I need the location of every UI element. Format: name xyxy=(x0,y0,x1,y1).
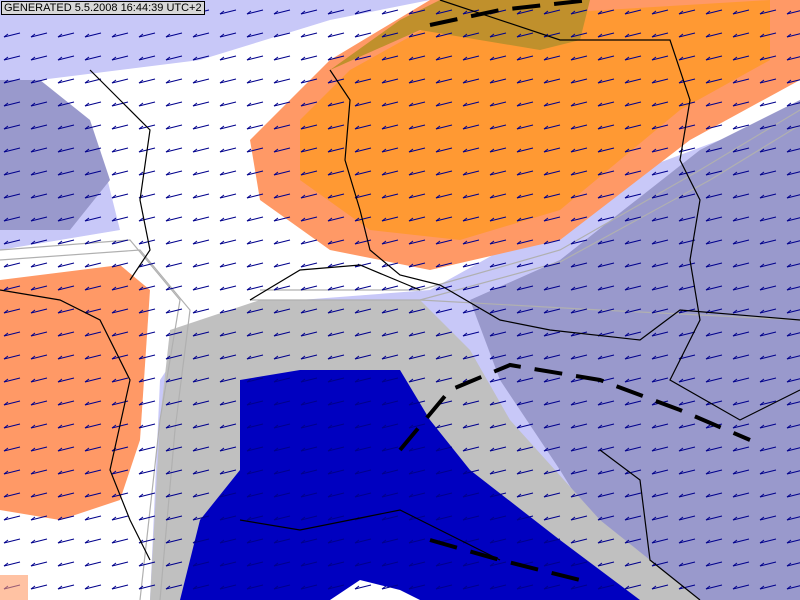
legend-swatch xyxy=(0,575,28,600)
front-lines xyxy=(398,0,751,582)
generated-timestamp: GENERATED 5.5.2008 16:44:39 UTC+2 xyxy=(1,1,205,15)
